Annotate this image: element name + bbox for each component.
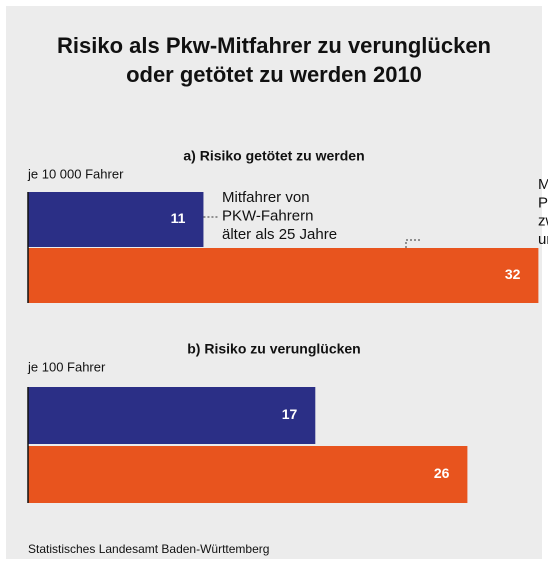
leader-line bbox=[405, 239, 420, 248]
chart-subtitle: b) Risiko zu verunglücken bbox=[187, 341, 360, 357]
annotation: PKW-Fahrern bbox=[538, 194, 548, 211]
annotation: PKW-Fahrern bbox=[222, 207, 313, 224]
annotation: Mitfahrer von bbox=[538, 176, 548, 193]
data-label: 11 bbox=[171, 210, 186, 226]
source: Statistisches Landesamt Baden-Württember… bbox=[28, 542, 269, 556]
chart-subtitle: a) Risiko getötet zu werden bbox=[183, 148, 364, 164]
bar bbox=[28, 192, 204, 247]
data-label: 26 bbox=[434, 465, 450, 481]
unit-label: je 100 Fahrer bbox=[27, 359, 106, 374]
bar bbox=[28, 387, 316, 444]
bar bbox=[28, 248, 539, 303]
annotation: älter als 25 Jahre bbox=[222, 226, 337, 243]
annotation: und 24 Jahren bbox=[538, 231, 548, 248]
unit-label: je 10 000 Fahrer bbox=[27, 166, 124, 181]
chart-title: oder getötet zu werden 2010 bbox=[126, 62, 422, 87]
chart-title: Risiko als Pkw-Mitfahrer zu verunglücken bbox=[57, 33, 491, 58]
bar bbox=[28, 446, 468, 503]
annotation: Mitfahrer von bbox=[222, 189, 310, 206]
annotation: zwischen 18 bbox=[538, 213, 548, 230]
data-label: 32 bbox=[505, 266, 521, 282]
data-label: 17 bbox=[282, 406, 298, 422]
